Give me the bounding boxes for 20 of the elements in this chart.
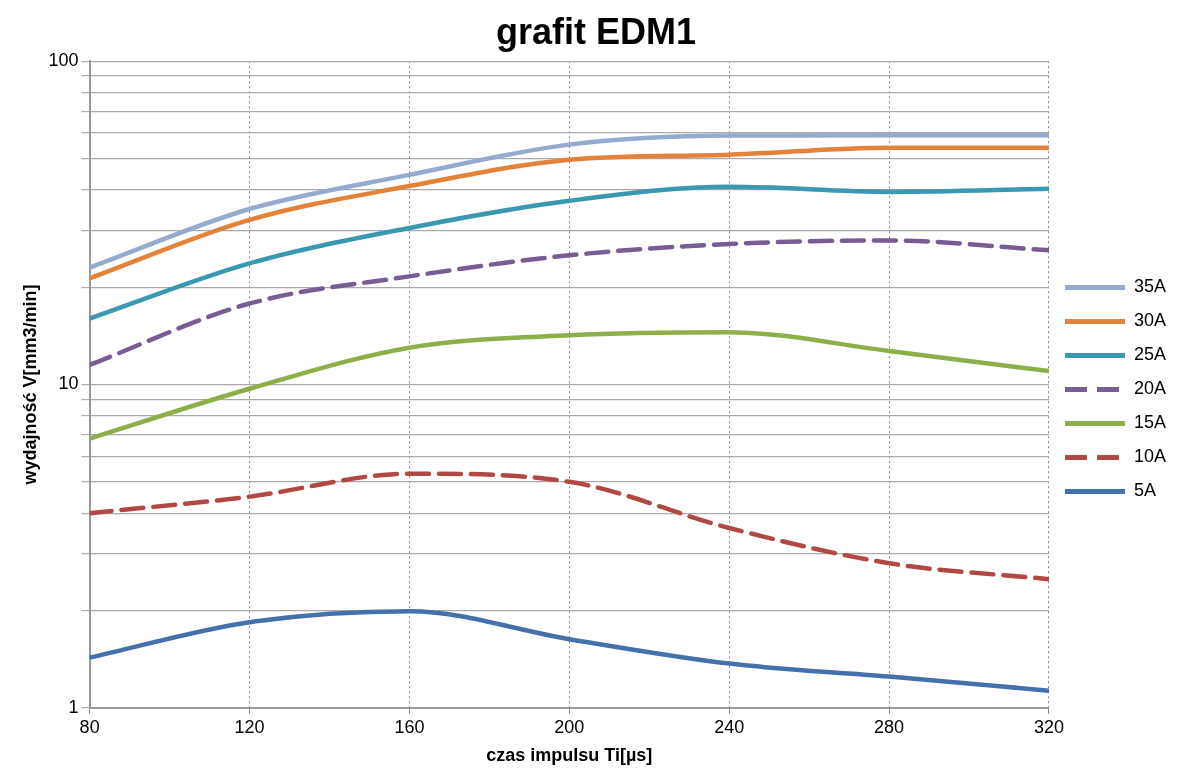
legend-label: 35A — [1133, 276, 1166, 297]
x-tick-label: 320 — [1033, 716, 1064, 737]
x-axis-title: czas impulsu Ti[µs] — [486, 745, 653, 766]
legend-label: 25A — [1133, 344, 1166, 365]
x-tick-label: 160 — [394, 716, 425, 737]
legend-label: 10A — [1133, 446, 1166, 467]
y-tick-label: 100 — [48, 50, 79, 71]
legend-label: 5A — [1133, 480, 1156, 501]
x-tick-label: 280 — [874, 716, 905, 737]
legend-label: 15A — [1133, 412, 1166, 433]
y-tick-label: 10 — [58, 373, 79, 394]
x-tick-label: 240 — [714, 716, 745, 737]
x-tick-label: 200 — [554, 716, 585, 737]
x-tick-label: 80 — [79, 716, 100, 737]
legend-label: 30A — [1133, 310, 1166, 331]
x-tick-label: 120 — [234, 716, 265, 737]
chart-title: grafit EDM1 — [495, 10, 697, 52]
y-axis-title: wydajność V[mm3/min] — [19, 284, 40, 486]
y-tick-label: 1 — [68, 696, 79, 717]
legend-label: 20A — [1133, 378, 1166, 399]
